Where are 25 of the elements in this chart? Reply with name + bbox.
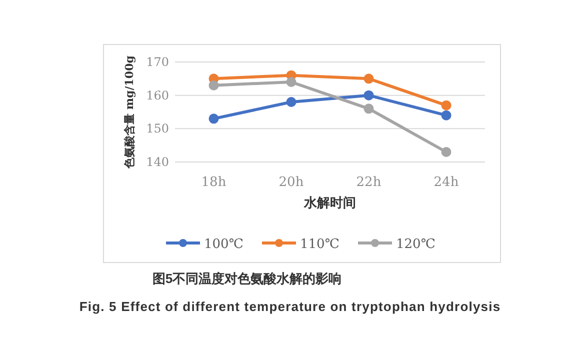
x-tick-label: 18h: [201, 175, 227, 190]
legend-label: 120℃: [396, 237, 436, 252]
point: [208, 114, 219, 124]
x-tick-label: 22h: [356, 175, 382, 190]
y-axis-title: 色氨酸含量 mg/100g: [123, 55, 136, 170]
x-tick-label: 20h: [278, 175, 304, 190]
point: [286, 77, 296, 87]
y-tick-label: 160: [146, 88, 169, 102]
legend-label: 110℃: [300, 237, 340, 252]
legend-label: 100℃: [204, 237, 244, 252]
x-axis-title: 水解时间: [303, 196, 356, 211]
y-tick-label: 140: [146, 155, 169, 169]
point: [441, 100, 452, 110]
point: [208, 80, 219, 90]
point: [441, 110, 452, 120]
point: [364, 74, 374, 84]
point: [364, 104, 374, 114]
y-tick-label: 150: [146, 122, 169, 136]
point: [364, 90, 374, 100]
y-tick-label: 170: [146, 55, 169, 69]
point: [286, 97, 296, 107]
x-tick-label: 24h: [434, 175, 460, 190]
text: Fig. 5 Effect of different temperature on tryptophan hydrolysis: [79, 299, 501, 314]
text: 图5不同温度对色氨酸水解的影响: [152, 271, 342, 286]
point: [441, 147, 452, 157]
